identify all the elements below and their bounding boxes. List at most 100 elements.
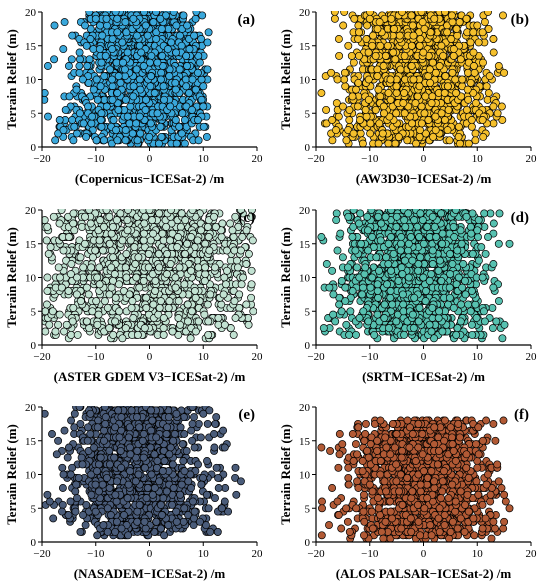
scatter-point bbox=[489, 35, 498, 43]
scatter-point bbox=[79, 263, 88, 272]
scatter-point bbox=[177, 129, 186, 138]
scatter-point bbox=[235, 290, 244, 299]
scatter-point bbox=[470, 68, 479, 77]
scatter-point bbox=[45, 320, 54, 329]
scatter-point bbox=[80, 239, 89, 248]
scatter-point bbox=[181, 216, 190, 225]
scatter-point bbox=[355, 51, 363, 60]
scatter-point bbox=[165, 72, 174, 81]
scatter-point bbox=[427, 99, 436, 108]
scatter-point bbox=[334, 112, 343, 121]
scatter-point bbox=[164, 24, 173, 33]
scatter-point bbox=[175, 122, 184, 131]
scatter-point bbox=[164, 303, 173, 312]
scatter-point bbox=[330, 14, 339, 23]
scatter-point bbox=[203, 222, 212, 231]
scatter-points bbox=[42, 209, 257, 343]
scatter-point bbox=[92, 75, 101, 84]
scatter-point bbox=[480, 18, 489, 27]
scatter-point bbox=[89, 85, 98, 94]
scatter-point bbox=[105, 324, 114, 333]
scatter-point bbox=[199, 122, 208, 131]
scatter-point bbox=[122, 249, 131, 258]
scatter-point bbox=[201, 270, 210, 279]
scatter-point bbox=[201, 239, 210, 248]
scatter-point bbox=[69, 303, 78, 312]
scatter-points bbox=[42, 11, 213, 147]
scatter-point bbox=[102, 209, 111, 214]
scatter-point bbox=[467, 116, 476, 124]
scatter-point bbox=[91, 14, 100, 23]
scatter-point bbox=[159, 330, 168, 339]
scatter-point bbox=[43, 222, 52, 231]
scatter-point bbox=[176, 222, 185, 231]
scatter-point bbox=[222, 246, 231, 255]
scatter-point bbox=[132, 65, 141, 74]
scatter-point bbox=[43, 287, 52, 295]
scatter-point bbox=[121, 95, 130, 104]
scatter-point bbox=[415, 132, 424, 141]
scatter-point bbox=[159, 82, 168, 91]
scatter-point bbox=[369, 31, 378, 40]
scatter-point bbox=[159, 314, 168, 322]
scatter-point bbox=[362, 35, 371, 43]
scatter-point bbox=[192, 11, 201, 16]
scatter-point bbox=[187, 266, 196, 275]
scatter-point bbox=[375, 18, 384, 27]
scatter-point bbox=[197, 226, 205, 235]
scatter-point bbox=[73, 330, 82, 339]
scatter-point bbox=[48, 307, 57, 316]
scatter-point bbox=[42, 89, 49, 97]
scatter-point bbox=[333, 75, 342, 84]
scatter-point bbox=[242, 226, 251, 235]
scatter-point bbox=[68, 31, 77, 40]
scatter-point bbox=[456, 55, 465, 64]
scatter-point bbox=[147, 72, 155, 81]
scatter-point bbox=[99, 246, 107, 255]
scatter-point bbox=[484, 89, 493, 97]
scatter-point bbox=[426, 78, 435, 87]
scatter-point bbox=[186, 334, 195, 343]
scatter-point bbox=[435, 62, 444, 70]
scatter-point bbox=[409, 31, 418, 40]
scatter-point bbox=[214, 314, 223, 322]
scatter-point bbox=[451, 75, 460, 84]
scatter-point bbox=[85, 11, 94, 16]
scatter-point bbox=[328, 116, 337, 124]
scatter-point bbox=[93, 95, 102, 104]
scatter-point bbox=[55, 116, 64, 124]
scatter-point bbox=[42, 236, 51, 245]
scatter-point bbox=[220, 320, 229, 329]
scatter-point bbox=[187, 307, 196, 316]
scatter-point bbox=[400, 51, 409, 60]
scatter-point bbox=[44, 249, 53, 258]
scatter-point bbox=[139, 236, 148, 245]
scatter-point bbox=[204, 317, 213, 326]
scatter-point bbox=[379, 102, 388, 111]
scatter-point bbox=[424, 116, 433, 124]
scatter-point bbox=[441, 116, 449, 124]
scatter-point bbox=[75, 109, 84, 118]
scatter-point bbox=[75, 62, 84, 70]
scatter-point bbox=[159, 324, 168, 333]
scatter-point bbox=[455, 18, 464, 27]
scatter-point bbox=[151, 276, 160, 285]
y-tick-label: 20 bbox=[299, 7, 311, 19]
scatter-point bbox=[137, 48, 146, 57]
scatter-point bbox=[497, 102, 506, 111]
scatter-point bbox=[238, 233, 247, 241]
scatter-point bbox=[430, 14, 439, 23]
scatter-point bbox=[183, 239, 192, 248]
scatter-point bbox=[200, 276, 209, 285]
y-tick-label: 0 bbox=[31, 340, 37, 352]
scatter-point bbox=[42, 300, 51, 309]
scatter-point bbox=[374, 139, 383, 147]
scatter-point bbox=[489, 48, 498, 57]
scatter-point bbox=[127, 303, 136, 312]
scatter-point bbox=[69, 219, 78, 228]
scatter-point bbox=[176, 320, 185, 329]
scatter-point bbox=[60, 327, 68, 336]
